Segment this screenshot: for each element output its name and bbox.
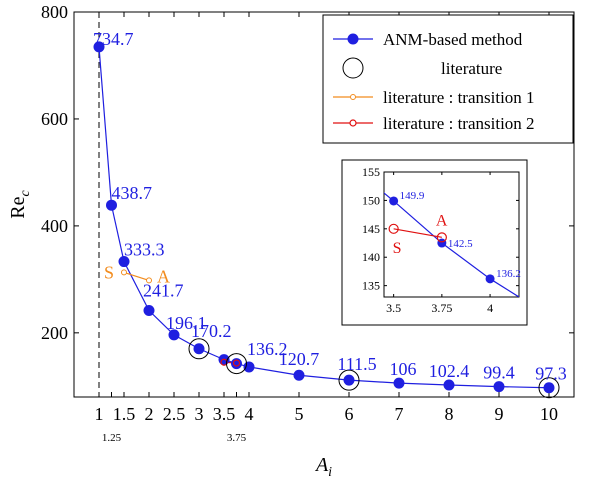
literature-marker (226, 353, 247, 375)
legend-box (322, 14, 574, 144)
x-tick-label: 9 (495, 404, 504, 424)
legend-marker-transition-1 (350, 94, 356, 100)
literature-marker (538, 377, 560, 399)
x-tick-label: 3.5 (213, 404, 236, 424)
legend-marker-anm (347, 33, 359, 45)
inset-x-tick-label: 4 (487, 301, 493, 315)
x-tick-label: 2 (145, 404, 154, 424)
inset-data-label: 149.9 (400, 190, 425, 202)
x-tick-label: 3 (195, 404, 204, 424)
x-tick-label: 2.5 (163, 404, 186, 424)
y-tick-label: 400 (41, 216, 68, 236)
x-tick-label: 1 (95, 404, 104, 424)
inset-y-tick-label: 135 (362, 279, 380, 293)
data-label: 734.7 (93, 29, 134, 49)
annotation-s: S (104, 262, 114, 282)
data-label: 106 (390, 359, 417, 379)
anm-data-point (168, 329, 180, 341)
anm-data-point (193, 343, 205, 355)
x-tick-label: 10 (540, 404, 558, 424)
transition-1-marker (121, 269, 127, 276)
x-tick-label: 7 (395, 404, 404, 424)
anm-data-point (543, 382, 555, 394)
y-tick-label: 800 (41, 2, 68, 22)
inset-x-tick-label: 3.5 (386, 301, 401, 315)
literature-marker (338, 369, 360, 391)
legend-marker-literature (342, 57, 364, 79)
data-label: 333.3 (124, 240, 165, 260)
inset-transition-2-marker (388, 223, 399, 234)
inset-annotation-a: A (436, 212, 448, 229)
y-axis-label: Rec (7, 190, 33, 219)
inset-series-group (384, 192, 519, 297)
x-tick-label: 6 (345, 404, 354, 424)
inset-anm-data-point (485, 274, 495, 284)
data-label: 111.5 (337, 354, 376, 374)
anm-data-point (118, 256, 130, 268)
y-tick-label: 600 (41, 109, 68, 129)
data-label: 120.7 (279, 349, 320, 369)
data-label: 102.4 (429, 361, 470, 381)
anm-data-point (243, 361, 255, 373)
inset-y-tick-label: 140 (362, 250, 380, 264)
anm-data-point (106, 199, 117, 211)
inset-y-tick-label: 155 (362, 165, 380, 179)
inset-transition-2-marker (436, 232, 447, 243)
anm-data-point (93, 41, 105, 53)
inset-data-label: 136.2 (496, 268, 521, 280)
inset-data-label: 142.5 (448, 238, 473, 250)
anm-data-point (293, 369, 305, 381)
inset-y-tick-label: 145 (362, 222, 380, 236)
plot-frame (73, 11, 575, 398)
x-tick-label: 5 (295, 404, 304, 424)
y-axis-label-sub: c (18, 190, 33, 197)
data-label: 97.3 (535, 364, 567, 384)
anm-data-point (493, 381, 505, 393)
x-axis-label: Ai (314, 454, 332, 480)
legend-label: ANM-based method (383, 30, 523, 49)
data-label: 196.1 (166, 313, 207, 333)
x-axis-label-main: A (314, 454, 329, 476)
data-label: 136.2 (247, 339, 288, 359)
data-label: 438.7 (112, 183, 153, 203)
inset-anm-data-point (389, 196, 399, 206)
x-tick-label: 4 (245, 404, 254, 424)
legend-label: literature (441, 59, 502, 78)
transition-1-marker (146, 277, 152, 284)
annotation-a: A (157, 266, 170, 286)
anm-data-point (143, 305, 155, 317)
inset-y-tick-label: 150 (362, 193, 380, 207)
x-tick-label: 8 (445, 404, 454, 424)
anm-data-point (393, 377, 405, 389)
literature-marker (188, 338, 210, 360)
x-minor-tick-label: 1.25 (102, 432, 122, 444)
transition-2-marker (232, 359, 241, 367)
anm-data-point (343, 374, 355, 386)
transition-1-line (123, 271, 150, 282)
legend-marker-transition-2 (349, 119, 357, 127)
anm-data-point (443, 379, 455, 391)
x-axis-label-sub: i (328, 465, 332, 480)
inset-plot-frame (383, 171, 520, 298)
inset-transition-2-line (393, 228, 442, 238)
legend-label: literature : transition 2 (383, 114, 535, 133)
data-label: 241.7 (143, 281, 184, 301)
y-tick-label: 200 (41, 323, 68, 343)
inset-annotation-s: S (393, 240, 402, 257)
legend-label: literature : transition 1 (383, 88, 535, 107)
x-tick-label: 1.5 (113, 404, 136, 424)
y-axis-label-main: Re (7, 196, 29, 218)
inset-x-tick-label: 3.75 (431, 301, 452, 315)
data-label: 99.4 (483, 363, 515, 383)
x-minor-tick-label: 3.75 (227, 432, 247, 444)
data-label: 170.2 (191, 321, 232, 341)
